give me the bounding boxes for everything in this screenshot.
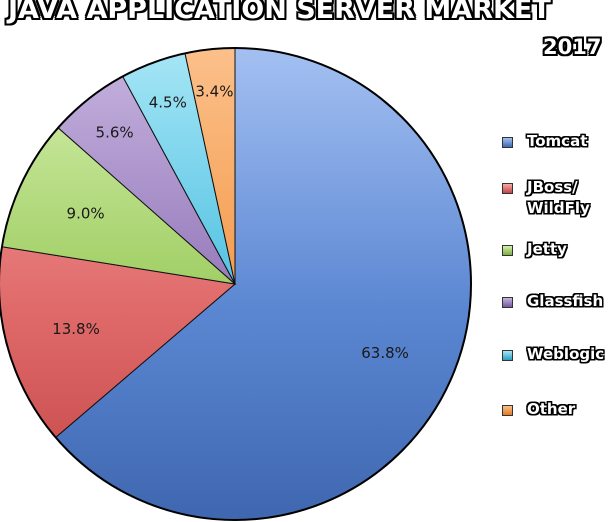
chart-title: JAVA APPLICATION SERVER MARKET <box>8 0 551 25</box>
legend-swatch <box>502 137 513 148</box>
pie-outline <box>0 47 472 521</box>
legend-swatch <box>502 183 513 194</box>
slice-value-label: 5.6% <box>96 124 134 142</box>
legend-swatch <box>502 405 513 416</box>
legend-label: JBoss/WildFly <box>527 178 590 217</box>
legend-swatch <box>502 350 513 361</box>
slice-value-label: 3.4% <box>195 83 233 101</box>
chart-subtitle: 2017 <box>543 35 602 59</box>
pie-slice-labels: 63.8% 13.8% 9.0% 5.6% 4.5% 3.4% <box>52 83 409 363</box>
slice-value-label: 13.8% <box>52 320 100 338</box>
legend-label: Jetty <box>527 240 567 258</box>
legend-label: Glassfish <box>527 292 604 310</box>
slice-value-label: 4.5% <box>149 94 187 112</box>
legend-swatch <box>502 245 513 256</box>
slice-value-label: 9.0% <box>67 205 105 223</box>
legend-label: Weblogic <box>527 345 605 363</box>
pie-slices <box>0 47 472 521</box>
legend-label: Other <box>527 400 576 418</box>
legend-swatch <box>502 297 513 308</box>
slice-value-label: 63.8% <box>361 344 409 362</box>
legend-label: Tomcat <box>527 132 588 150</box>
